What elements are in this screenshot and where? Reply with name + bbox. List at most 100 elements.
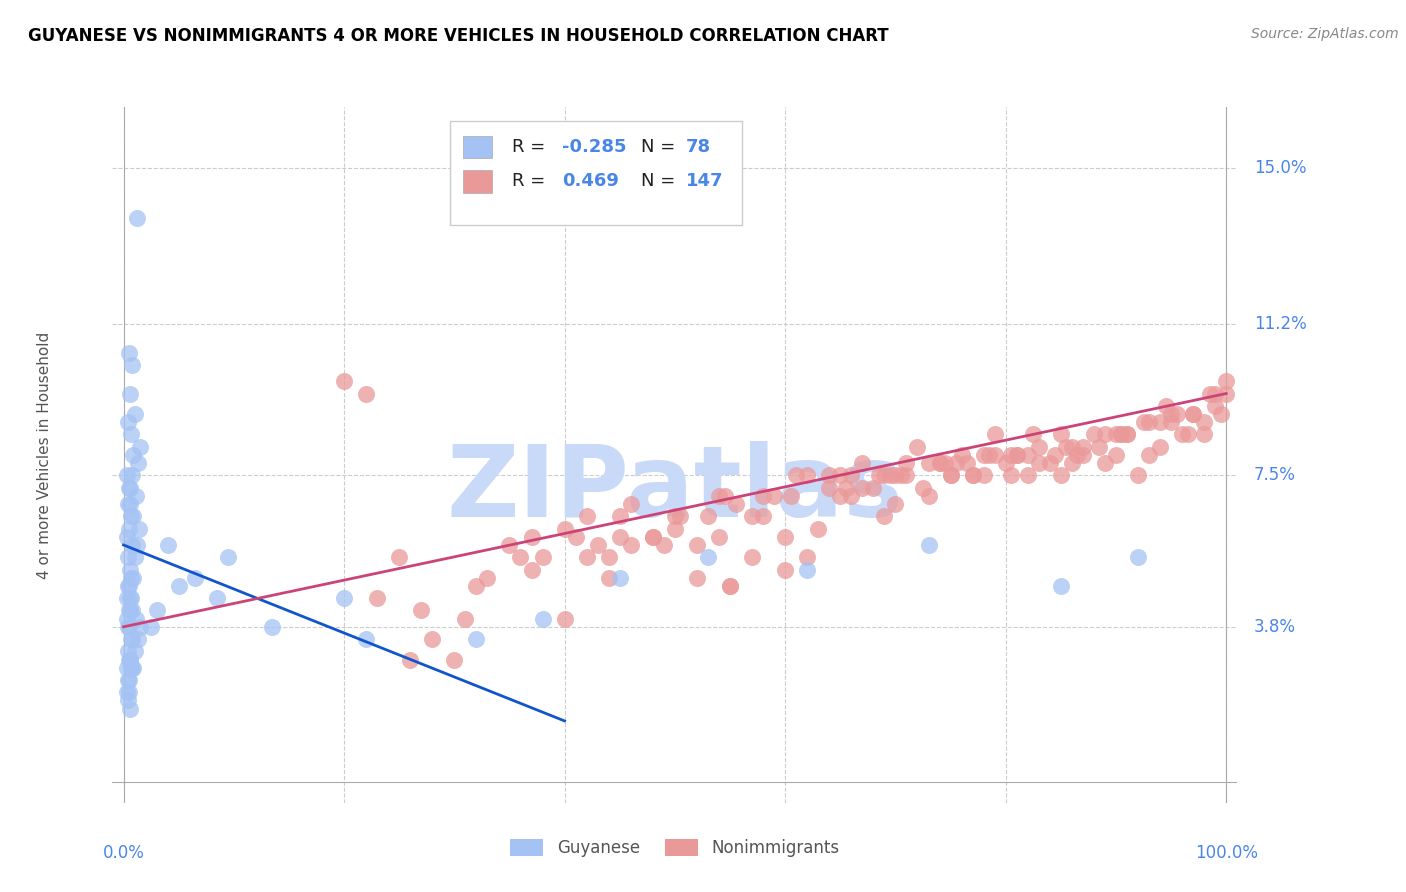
Point — [928, 456, 950, 470]
Point — [1005, 448, 1028, 462]
Point — [1005, 448, 1028, 462]
Point — [796, 562, 818, 576]
Point — [1182, 407, 1205, 421]
Text: 0.469: 0.469 — [562, 172, 619, 191]
Text: 3.8%: 3.8% — [1254, 618, 1296, 636]
FancyBboxPatch shape — [464, 170, 492, 193]
Point — [1126, 468, 1149, 483]
Text: GUYANESE VS NONIMMIGRANTS 4 OR MORE VEHICLES IN HOUSEHOLD CORRELATION CHART: GUYANESE VS NONIMMIGRANTS 4 OR MORE VEHI… — [28, 27, 889, 45]
Point — [115, 661, 138, 675]
Point — [911, 481, 934, 495]
Point — [1000, 448, 1022, 462]
Point — [120, 481, 142, 495]
Point — [1050, 579, 1073, 593]
Text: 4 or more Vehicles in Household: 4 or more Vehicles in Household — [38, 331, 52, 579]
Point — [115, 591, 138, 606]
Text: 15.0%: 15.0% — [1254, 160, 1306, 178]
Point — [1116, 427, 1139, 442]
Point — [1071, 440, 1094, 454]
Text: 78: 78 — [686, 137, 711, 156]
Point — [122, 509, 145, 524]
Point — [1204, 386, 1226, 401]
Point — [117, 644, 139, 658]
Point — [465, 632, 488, 646]
Point — [973, 468, 995, 483]
Point — [1215, 374, 1237, 388]
Point — [641, 530, 664, 544]
Point — [520, 530, 543, 544]
Point — [120, 509, 142, 524]
Point — [707, 489, 730, 503]
Text: 147: 147 — [686, 172, 724, 191]
Point — [1154, 399, 1177, 413]
Point — [1071, 448, 1094, 462]
Point — [333, 374, 356, 388]
Point — [879, 468, 901, 483]
Point — [124, 407, 146, 421]
Point — [118, 673, 141, 687]
Point — [1177, 427, 1199, 442]
Point — [167, 579, 190, 593]
Point — [686, 538, 709, 552]
Point — [117, 673, 139, 687]
Point — [873, 509, 896, 524]
Point — [118, 685, 141, 699]
Point — [686, 571, 709, 585]
Point — [979, 448, 1001, 462]
Point — [1105, 427, 1128, 442]
Point — [818, 468, 841, 483]
Point — [128, 522, 150, 536]
Point — [1137, 448, 1160, 462]
Point — [120, 591, 142, 606]
Point — [184, 571, 207, 585]
Point — [851, 456, 873, 470]
Point — [118, 481, 141, 495]
Text: 0.0%: 0.0% — [103, 844, 145, 862]
Point — [707, 530, 730, 544]
Point — [120, 562, 142, 576]
Point — [830, 468, 852, 483]
Point — [890, 468, 912, 483]
Point — [217, 550, 239, 565]
Text: 7.5%: 7.5% — [1254, 467, 1296, 484]
Point — [115, 530, 138, 544]
Point — [122, 661, 145, 675]
Point — [641, 530, 664, 544]
Point — [120, 386, 142, 401]
Point — [1160, 415, 1182, 429]
Point — [939, 468, 962, 483]
Point — [118, 522, 141, 536]
Point — [962, 468, 984, 483]
Point — [1215, 386, 1237, 401]
Point — [115, 685, 138, 699]
Point — [664, 522, 686, 536]
Point — [983, 427, 1005, 442]
Text: 11.2%: 11.2% — [1254, 315, 1306, 333]
Point — [122, 448, 145, 462]
Point — [697, 509, 720, 524]
Point — [1094, 427, 1116, 442]
Point — [994, 456, 1017, 470]
Point — [1028, 440, 1050, 454]
Point — [118, 620, 141, 634]
Point — [1050, 468, 1073, 483]
Point — [354, 386, 377, 401]
Point — [1054, 440, 1077, 454]
Point — [520, 562, 543, 576]
Point — [1160, 407, 1182, 421]
Point — [835, 481, 858, 495]
Point — [1017, 448, 1039, 462]
Point — [477, 571, 499, 585]
Point — [620, 497, 643, 511]
Point — [120, 591, 142, 606]
Point — [839, 489, 862, 503]
Point — [1094, 456, 1116, 470]
Point — [609, 571, 631, 585]
Point — [1105, 448, 1128, 462]
Point — [862, 481, 884, 495]
Point — [785, 468, 807, 483]
Point — [531, 550, 554, 565]
Point — [145, 603, 167, 617]
Text: -0.285: -0.285 — [562, 137, 627, 156]
Point — [598, 550, 620, 565]
